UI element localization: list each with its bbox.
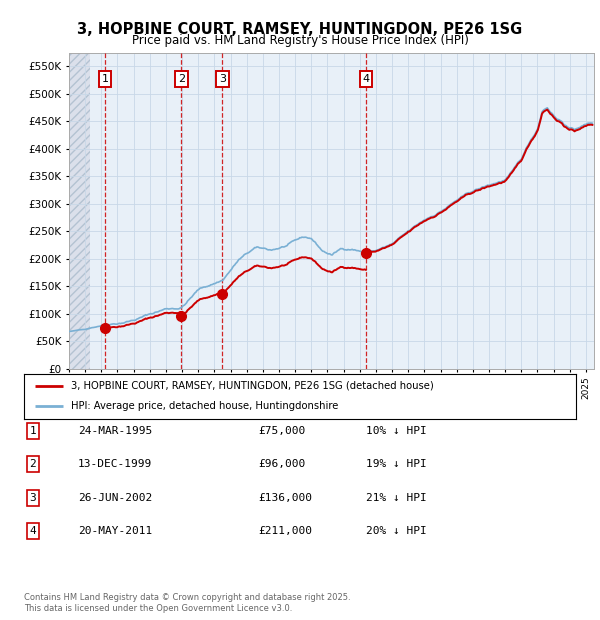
Text: 10% ↓ HPI: 10% ↓ HPI: [366, 426, 427, 436]
Text: 2: 2: [29, 459, 37, 469]
Text: 1: 1: [29, 426, 37, 436]
Text: 20% ↓ HPI: 20% ↓ HPI: [366, 526, 427, 536]
Text: 1: 1: [101, 74, 109, 84]
Text: 20-MAY-2011: 20-MAY-2011: [78, 526, 152, 536]
Text: HPI: Average price, detached house, Huntingdonshire: HPI: Average price, detached house, Hunt…: [71, 401, 338, 412]
Text: 26-JUN-2002: 26-JUN-2002: [78, 493, 152, 503]
Text: 24-MAR-1995: 24-MAR-1995: [78, 426, 152, 436]
Text: 3, HOPBINE COURT, RAMSEY, HUNTINGDON, PE26 1SG (detached house): 3, HOPBINE COURT, RAMSEY, HUNTINGDON, PE…: [71, 381, 434, 391]
Text: 2: 2: [178, 74, 185, 84]
Text: 21% ↓ HPI: 21% ↓ HPI: [366, 493, 427, 503]
Text: £211,000: £211,000: [258, 526, 312, 536]
Text: 19% ↓ HPI: 19% ↓ HPI: [366, 459, 427, 469]
Text: 4: 4: [29, 526, 37, 536]
Text: £96,000: £96,000: [258, 459, 305, 469]
Text: £136,000: £136,000: [258, 493, 312, 503]
Text: 4: 4: [362, 74, 370, 84]
Bar: [69, 53, 90, 369]
Text: 3: 3: [219, 74, 226, 84]
Text: Price paid vs. HM Land Registry's House Price Index (HPI): Price paid vs. HM Land Registry's House …: [131, 34, 469, 47]
Text: Contains HM Land Registry data © Crown copyright and database right 2025.
This d: Contains HM Land Registry data © Crown c…: [24, 593, 350, 613]
Text: 13-DEC-1999: 13-DEC-1999: [78, 459, 152, 469]
Text: 3, HOPBINE COURT, RAMSEY, HUNTINGDON, PE26 1SG: 3, HOPBINE COURT, RAMSEY, HUNTINGDON, PE…: [77, 22, 523, 37]
Text: £75,000: £75,000: [258, 426, 305, 436]
Text: 3: 3: [29, 493, 37, 503]
